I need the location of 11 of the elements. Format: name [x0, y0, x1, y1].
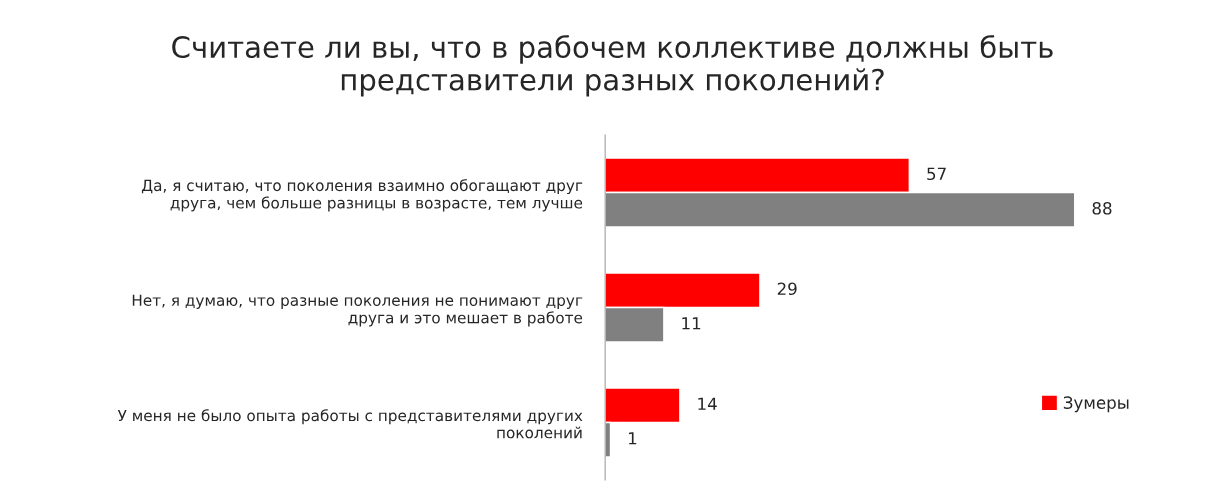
data-label: 11 — [682, 317, 701, 330]
chart-title: Считаете ли вы, что в рабочем коллективе должны быть представители разных поколений? — [172, 35, 1053, 97]
data-label: 88 — [1092, 201, 1112, 215]
legend-label: Зумеры — [1063, 396, 1129, 413]
data-label: 1 — [628, 432, 637, 445]
data-label: 57 — [927, 167, 946, 181]
data-label: 14 — [698, 397, 717, 410]
y-tick-label: У меня не было опыта работы с представителями других поколений — [117, 409, 583, 439]
y-tick-label: Да, я считаю, что поколения взаимно обогащают друг друга, чем больше разницы в возрасте, тем лучше — [141, 179, 583, 212]
data-label: 29 — [777, 282, 797, 296]
y-tick-label: Нет, я думаю, что разные поколения не понимают друг друга и это мешает в работе — [132, 294, 583, 327]
